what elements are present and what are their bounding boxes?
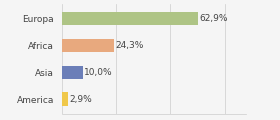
Text: 10,0%: 10,0%	[85, 68, 113, 77]
Text: 62,9%: 62,9%	[199, 14, 228, 23]
Bar	[62, 12, 198, 25]
Bar	[62, 92, 68, 106]
Bar	[62, 39, 115, 52]
Text: 24,3%: 24,3%	[116, 41, 144, 50]
Text: 2,9%: 2,9%	[69, 95, 92, 104]
Bar	[62, 66, 83, 79]
